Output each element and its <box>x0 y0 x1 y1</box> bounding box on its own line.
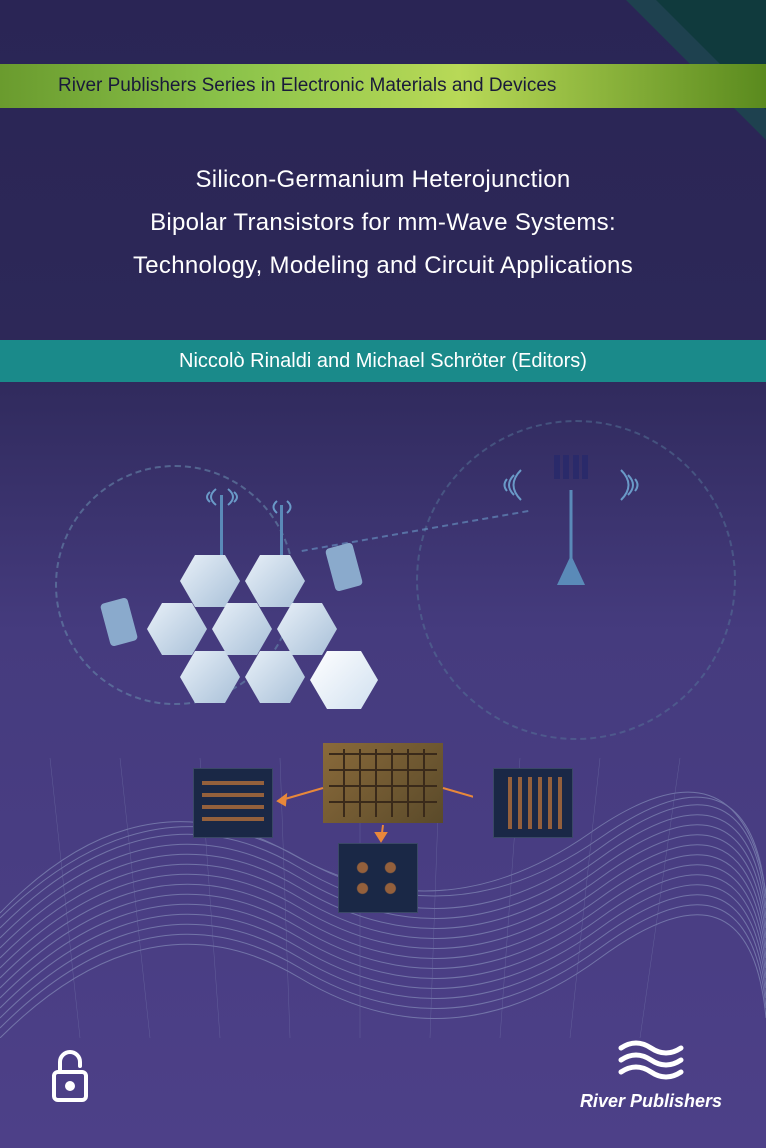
series-name: River Publishers Series in Electronic Ma… <box>58 75 556 97</box>
open-access-icon <box>48 1046 92 1106</box>
circuit-thumb <box>493 768 573 838</box>
title-block: Silicon-Germanium Heterojunction Bipolar… <box>0 158 766 288</box>
publisher-waves-icon <box>616 1034 686 1080</box>
series-bar: River Publishers Series in Electronic Ma… <box>0 64 766 108</box>
antenna-tower-icon <box>526 455 616 585</box>
editors-text: Niccolò Rinaldi and Michael Schröter (Ed… <box>179 350 587 373</box>
circuit-thumbnails <box>173 713 593 913</box>
editors-bar: Niccolò Rinaldi and Michael Schröter (Ed… <box>0 340 766 382</box>
publisher-name: River Publishers <box>580 1091 722 1112</box>
title-line-1: Silicon-Germanium Heterojunction <box>50 158 716 201</box>
publisher-logo: River Publishers <box>580 1034 722 1112</box>
title-line-2: Bipolar Transistors for mm-Wave Systems: <box>50 201 716 244</box>
connector-arrows <box>173 713 473 863</box>
title-line-3: Technology, Modeling and Circuit Applica… <box>50 244 716 287</box>
book-cover: River Publishers Series in Electronic Ma… <box>0 0 766 1148</box>
